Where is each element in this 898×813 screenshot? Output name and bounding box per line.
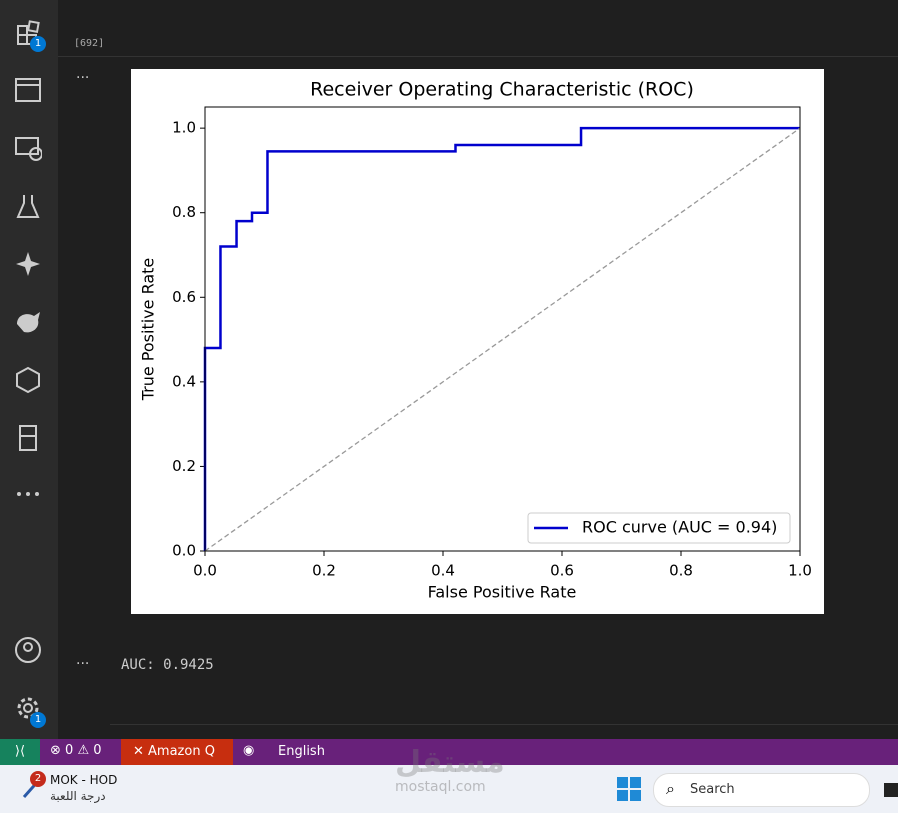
y-tick-label: 0.0 [172,542,196,560]
x-tick-label: 0.0 [193,562,217,580]
error-count: 0 [65,743,74,758]
amazon-q-label: Amazon Q [148,744,215,759]
divider [58,56,898,57]
app-title: MOK - HOD [50,773,118,787]
output-menu[interactable]: ··· [76,70,90,86]
series-line [203,126,800,551]
amazon-q[interactable]: ✕ Amazon Q [121,739,233,765]
x-tick-label: 0.2 [312,562,336,580]
y-tick-label: 1.0 [172,119,196,137]
language[interactable]: English [278,744,325,759]
divider [110,724,898,725]
execution-count: [692] [74,38,105,49]
watermark: mostaql.com [395,779,486,795]
chart-title: Receiver Operating Characteristic (ROC) [310,79,694,101]
more-icon[interactable] [14,482,42,510]
start-button[interactable] [617,777,641,801]
badge: 1 [30,36,46,52]
hex-icon[interactable] [14,366,42,394]
legend-box [527,512,791,544]
activity-bar: 1 1 [0,0,58,739]
search-box[interactable]: ⌕ Search [653,773,870,807]
testing-icon[interactable] [14,192,42,220]
panel-icon[interactable] [14,424,42,452]
x-tick-label: 1.0 [788,562,812,580]
problems[interactable]: ⊗ 0 ⚠ 0 [50,743,102,758]
sparkle-icon[interactable] [14,250,42,278]
badge: 1 [30,712,46,728]
axes-frame [204,106,801,552]
status-bar: ⟩⟨ ⊗ 0 ⚠ 0 ✕ Amazon Q ◉ English [0,739,898,765]
remote-button[interactable]: ⟩⟨ [0,739,40,765]
search-icon: ⌕ [666,779,675,798]
account-icon[interactable] [14,636,42,664]
x-tick-label: 0.6 [550,562,574,580]
y-axis-label: True Positive Rate [139,258,158,402]
watermark: مستقل [395,745,505,780]
output-menu[interactable]: ··· [76,656,90,672]
y-tick-label: 0.8 [172,203,196,221]
warning-count: 0 [93,743,102,758]
database-icon[interactable] [14,76,42,104]
search-placeholder: Search [690,782,735,797]
y-tick-label: 0.4 [172,372,196,390]
x-tick-label: 0.8 [669,562,693,580]
settings-icon[interactable] [14,694,42,722]
chart: Receiver Operating Characteristic (ROC) … [131,69,824,614]
legend-label: ROC curve (AUC = 0.94) [582,518,777,537]
eye-icon[interactable]: ◉ [243,743,255,758]
x-axis-label: False Positive Rate [428,583,577,602]
y-tick-label: 0.6 [172,288,196,306]
remote-icon[interactable] [14,134,42,162]
tray-icon[interactable] [884,783,898,797]
app-subtitle: درجة اللعبة [50,789,106,803]
output-text: AUC: 0.9425 [121,657,214,673]
bird-icon[interactable] [14,308,42,336]
y-tick-label: 0.2 [172,457,196,475]
taskbar: 2 MOK - HOD درجة اللعبة مستقل mostaql.co… [0,745,898,813]
x-tick-label: 0.4 [431,562,455,580]
series-line [204,127,801,552]
app-badge: 2 [30,771,46,787]
